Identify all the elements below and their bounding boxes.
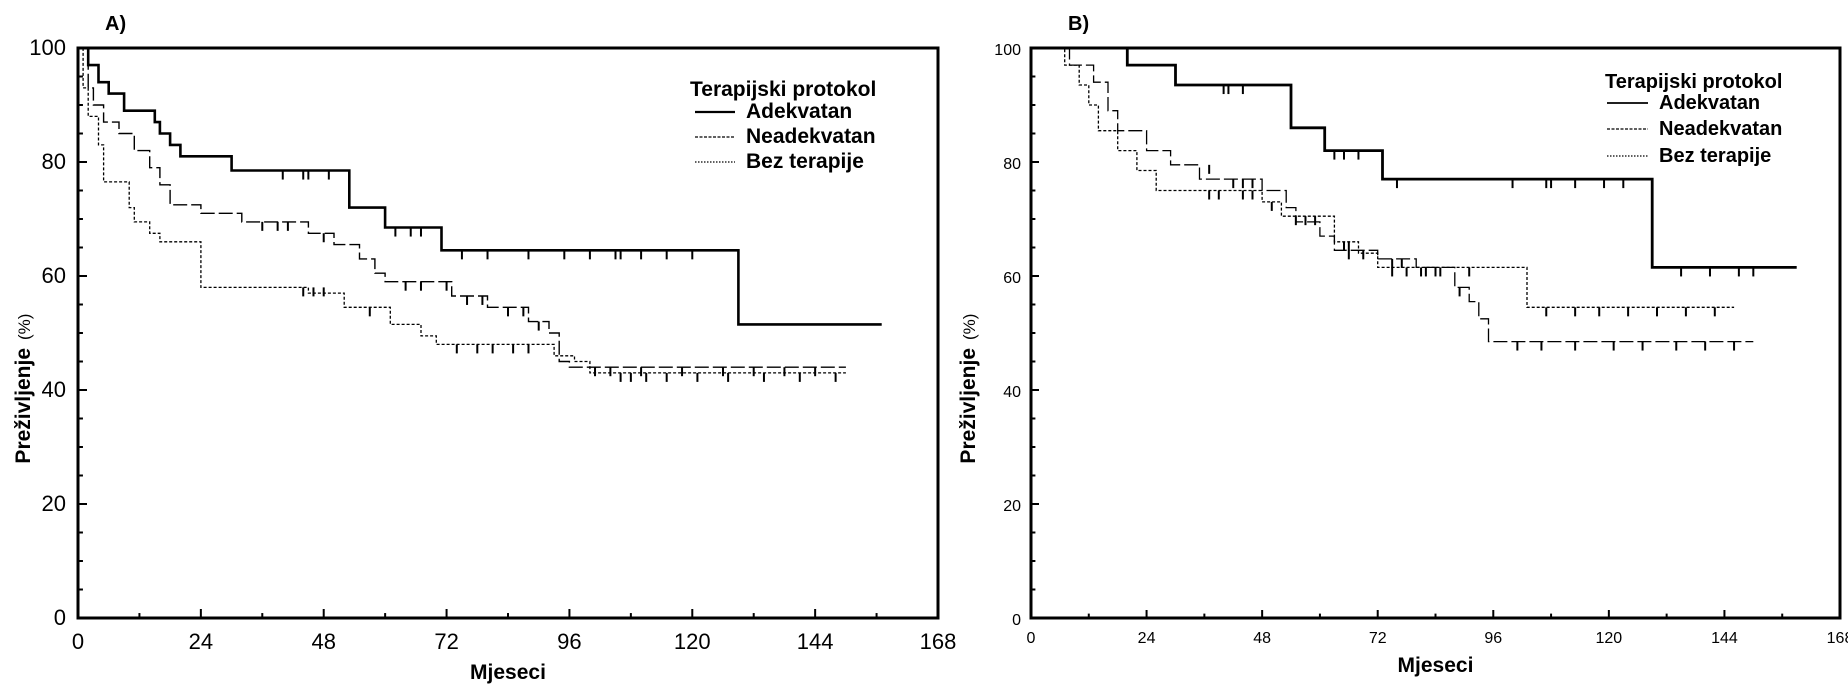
x-tick-label: 168 — [1827, 630, 1848, 647]
panel-b-legend: Terapijski protokol Adekvatan Neadekvata… — [1605, 71, 1782, 167]
panel-b-y-axis-title: Preživljenje (%) — [957, 314, 980, 464]
y-tick-label: 20 — [1003, 498, 1021, 515]
x-tick-label: 0 — [1027, 630, 1036, 647]
legend-label-neadekvatan: Neadekvatan — [746, 125, 876, 148]
x-tick-label: 144 — [797, 629, 834, 654]
y-tick-label: 0 — [54, 605, 66, 630]
x-tick-label: 24 — [1138, 630, 1156, 647]
legend-label-bez-terapije: Bez terapije — [746, 150, 864, 173]
y-tick-label: 60 — [42, 263, 66, 288]
x-tick-label: 144 — [1711, 630, 1738, 647]
legend-label-adekvatan: Adekvatan — [746, 100, 852, 123]
km-curve-dotted — [1031, 47, 1735, 308]
x-tick-label: 72 — [434, 629, 458, 654]
y-tick-label: 80 — [42, 149, 66, 174]
km-curve-dashed — [1031, 47, 1754, 343]
x-tick-label: 168 — [920, 629, 957, 654]
panel-a-series — [78, 46, 882, 382]
legend-label-bez-terapije: Bez terapije — [1659, 145, 1771, 167]
x-tick-label: 24 — [189, 629, 213, 654]
legend-title: Terapijski protokol — [690, 78, 876, 101]
x-tick-label: 0 — [72, 629, 84, 654]
y-tick-label: 100 — [29, 35, 66, 60]
x-tick-label: 48 — [1253, 630, 1271, 647]
y-tick-label: 40 — [42, 377, 66, 402]
x-tick-label: 120 — [674, 629, 711, 654]
y-tick-label: 80 — [1003, 156, 1021, 173]
panel-b-x-axis-title: Mjeseci — [1398, 654, 1474, 677]
y-axis-label: Preživljenje — [12, 348, 35, 464]
y-tick-label: 40 — [1003, 384, 1021, 401]
x-tick-label: 96 — [557, 629, 581, 654]
panel-b: B) 0 24 48 72 96 120 144 168 0 20 40 60 … — [957, 13, 1848, 677]
panel-a-y-axis-title: Preživljenje (%) — [12, 314, 35, 464]
y-tick-label: 60 — [1003, 270, 1021, 287]
panel-a-label: A) — [105, 13, 126, 35]
x-tick-label: 120 — [1596, 630, 1623, 647]
km-curve-solid — [78, 46, 882, 326]
panel-a-x-tick-labels: 0 24 48 72 96 120 144 168 — [72, 629, 956, 654]
panel-a-legend: Terapijski protokol Adekvatan Neadekvata… — [690, 78, 876, 173]
km-curve-dashed — [78, 47, 846, 368]
panel-a-y-tick-labels: 0 20 40 60 80 100 — [29, 35, 66, 630]
y-tick-label: 0 — [1012, 612, 1021, 629]
legend-label-neadekvatan: Neadekvatan — [1659, 118, 1782, 140]
km-curve-solid — [1031, 46, 1797, 269]
panel-b-label: B) — [1068, 13, 1089, 35]
panel-b-x-tick-labels: 0 24 48 72 96 120 144 168 — [1027, 630, 1848, 647]
legend-label-adekvatan: Adekvatan — [1659, 92, 1760, 114]
km-curve-dotted — [78, 47, 846, 374]
y-tick-label: 100 — [994, 42, 1021, 59]
x-tick-label: 96 — [1484, 630, 1502, 647]
y-axis-label: Preživljenje — [957, 348, 980, 464]
x-tick-label: 48 — [311, 629, 335, 654]
y-axis-unit: (%) — [15, 314, 34, 340]
legend-title: Terapijski protokol — [1605, 71, 1782, 93]
panel-a-x-axis-title: Mjeseci — [470, 661, 546, 684]
panel-a-axis-ticks — [77, 47, 939, 619]
y-axis-unit: (%) — [960, 314, 979, 340]
panel-b-series — [1031, 46, 1797, 351]
panel-b-y-tick-labels: 0 20 40 60 80 100 — [994, 42, 1021, 629]
panel-a: A) 0 24 48 72 96 120 144 168 0 20 40 60 … — [12, 13, 956, 684]
x-tick-label: 72 — [1369, 630, 1387, 647]
y-tick-label: 20 — [42, 491, 66, 516]
